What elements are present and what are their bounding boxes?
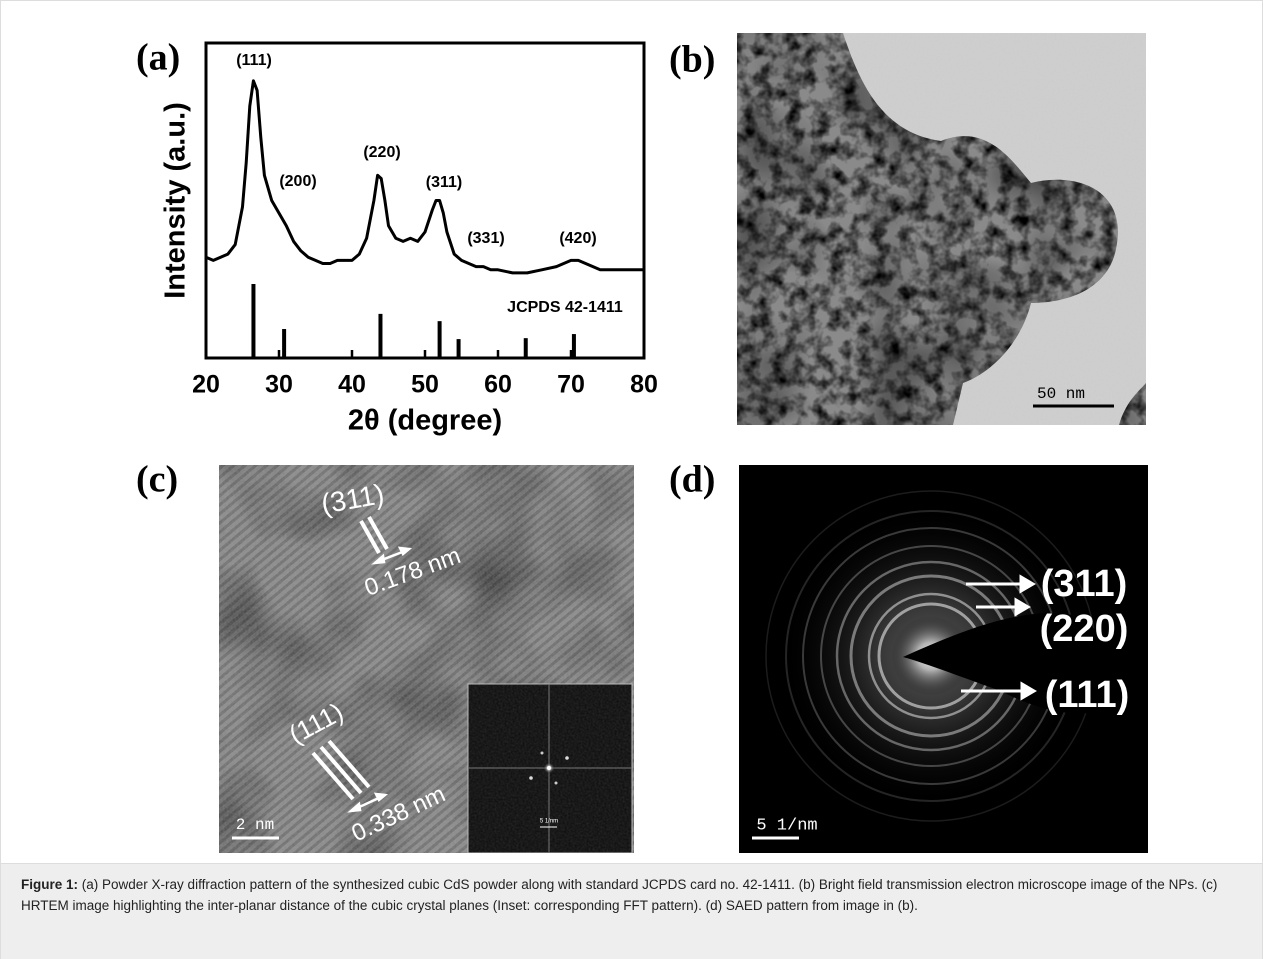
- hrtem-image: (311) 0.178 nm (111) 0.338 nm 2 nm 5 1/n…: [219, 465, 634, 853]
- x-tick-label: 60: [484, 371, 512, 399]
- panel-label: (d): [669, 459, 715, 501]
- y-axis-title: Intensity (a.u.): [160, 102, 192, 299]
- peak-label: (200): [279, 173, 316, 190]
- inset-scale-bar-label: 5 1/nm: [540, 819, 558, 825]
- caption: Figure 1: (a) Powder X-ray diffraction p…: [1, 863, 1262, 959]
- peak-label: (420): [559, 230, 596, 247]
- caption-text: (a) Powder X-ray diffraction pattern of …: [21, 877, 1217, 913]
- x-axis-title: 2θ (degree): [348, 405, 502, 437]
- x-tick-label: 40: [338, 371, 366, 399]
- x-tick-label: 30: [265, 371, 293, 399]
- reference-label: JCPDS 42-1411: [507, 299, 623, 316]
- x-tick-label: 50: [411, 371, 439, 399]
- fft-inset-part: [565, 756, 569, 760]
- panel-label: (b): [669, 39, 715, 81]
- scale-bar-label: 50 nm: [1037, 385, 1085, 403]
- peak-label: (111): [236, 52, 272, 69]
- xrd-chart: 20 30 40 50 60 70 80 2θ (degree) Intensity (a.u.…: [160, 43, 658, 437]
- tem-image: 50 nm: [737, 33, 1146, 425]
- panel-label: (a): [136, 37, 180, 79]
- figure: (a) (b) (c) (d) 20 30 40 50 60 70 80 2θ (degree…: [1, 1, 1263, 861]
- saed-image: (311) (220) (111) 5 1/nm: [739, 465, 1148, 853]
- peak-label: (220): [363, 144, 400, 161]
- fft-inset-part: [541, 752, 544, 755]
- fft-inset-part: [555, 782, 558, 785]
- fft-inset-part: [547, 766, 551, 770]
- fft-inset: 5 1/nm: [468, 684, 632, 853]
- x-tick-label: 70: [557, 371, 585, 399]
- peak-label: (331): [467, 230, 504, 247]
- page: (a) (b) (c) (d) 20 30 40 50 60 70 80 2θ (degree…: [0, 0, 1263, 959]
- scale-bar-label: 2 nm: [236, 816, 274, 834]
- x-tick-label: 20: [192, 371, 220, 399]
- scale-bar-label: 5 1/nm: [756, 816, 817, 835]
- panel-label: (c): [136, 459, 178, 501]
- x-tick-label: 80: [630, 371, 658, 399]
- fft-inset-part: [529, 776, 533, 780]
- ring-label: (311): [1041, 563, 1128, 605]
- ring-label: (220): [1040, 608, 1129, 650]
- caption-label: Figure 1:: [21, 877, 78, 892]
- ring-label: (111): [1045, 674, 1130, 716]
- peak-label: (311): [426, 174, 462, 191]
